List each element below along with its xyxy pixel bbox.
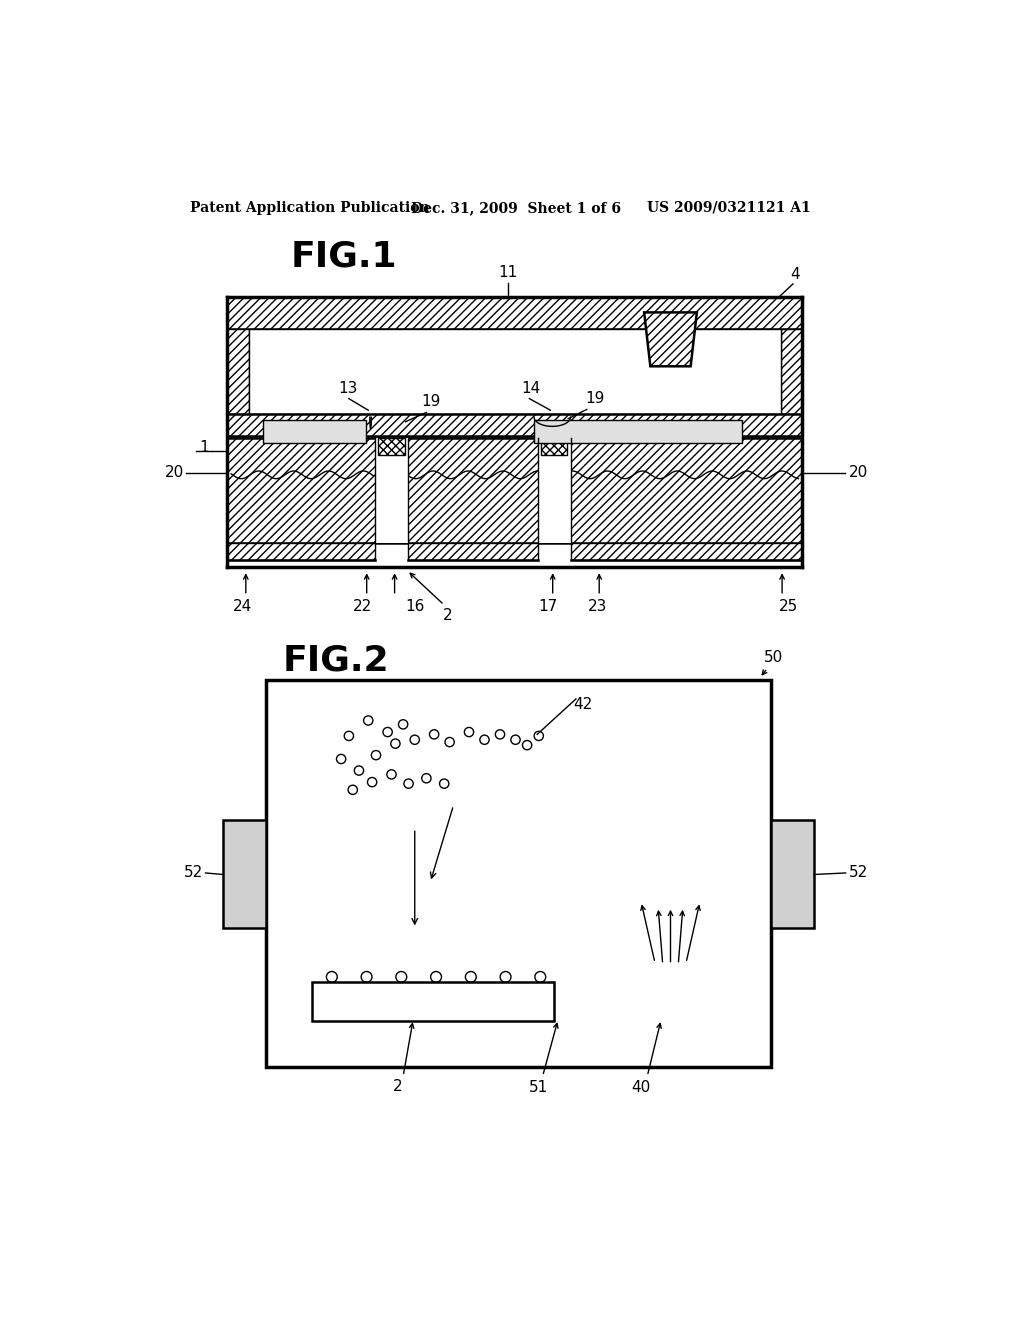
Bar xyxy=(227,414,802,436)
Bar xyxy=(538,438,570,544)
Text: Dec. 31, 2009  Sheet 1 of 6: Dec. 31, 2009 Sheet 1 of 6 xyxy=(411,201,621,215)
Bar xyxy=(263,420,366,444)
Text: 42: 42 xyxy=(573,697,593,713)
Text: 16: 16 xyxy=(406,599,424,614)
Text: 20: 20 xyxy=(849,465,868,480)
Text: 20: 20 xyxy=(165,465,183,480)
Bar xyxy=(227,544,375,561)
Bar xyxy=(375,438,408,544)
Text: FIG.2: FIG.2 xyxy=(283,644,389,677)
Bar xyxy=(249,330,780,414)
Text: 24: 24 xyxy=(233,599,252,614)
Bar xyxy=(266,681,771,1067)
Bar xyxy=(771,820,814,928)
Text: 13: 13 xyxy=(339,380,358,396)
Bar xyxy=(312,982,554,1020)
Bar xyxy=(378,438,404,455)
Text: 50: 50 xyxy=(764,649,782,665)
Bar xyxy=(227,297,802,330)
Polygon shape xyxy=(644,313,697,367)
Text: FIG.1: FIG.1 xyxy=(291,239,397,273)
Text: 52: 52 xyxy=(849,866,868,880)
Text: 17: 17 xyxy=(539,599,558,614)
Text: 25: 25 xyxy=(778,599,798,614)
Text: 40: 40 xyxy=(632,1080,650,1096)
Text: 52: 52 xyxy=(184,866,203,880)
Bar xyxy=(570,544,802,561)
Bar xyxy=(227,438,802,544)
Bar xyxy=(227,330,249,414)
Text: 14: 14 xyxy=(521,380,541,396)
Text: 4: 4 xyxy=(791,267,800,281)
Text: 11: 11 xyxy=(498,265,517,280)
Text: 2: 2 xyxy=(393,1078,402,1093)
Text: 19: 19 xyxy=(421,395,440,409)
Text: 23: 23 xyxy=(588,599,607,614)
Text: 22: 22 xyxy=(352,599,372,614)
Bar xyxy=(223,820,266,928)
Text: 19: 19 xyxy=(586,391,604,407)
Text: 1: 1 xyxy=(199,440,209,454)
Text: 2: 2 xyxy=(443,609,453,623)
Text: 51: 51 xyxy=(529,1080,549,1096)
Bar xyxy=(541,438,567,455)
Text: US 2009/0321121 A1: US 2009/0321121 A1 xyxy=(647,201,811,215)
Bar xyxy=(535,420,741,444)
Bar xyxy=(780,330,802,414)
Text: Patent Application Publication: Patent Application Publication xyxy=(190,201,430,215)
Bar xyxy=(408,544,538,561)
